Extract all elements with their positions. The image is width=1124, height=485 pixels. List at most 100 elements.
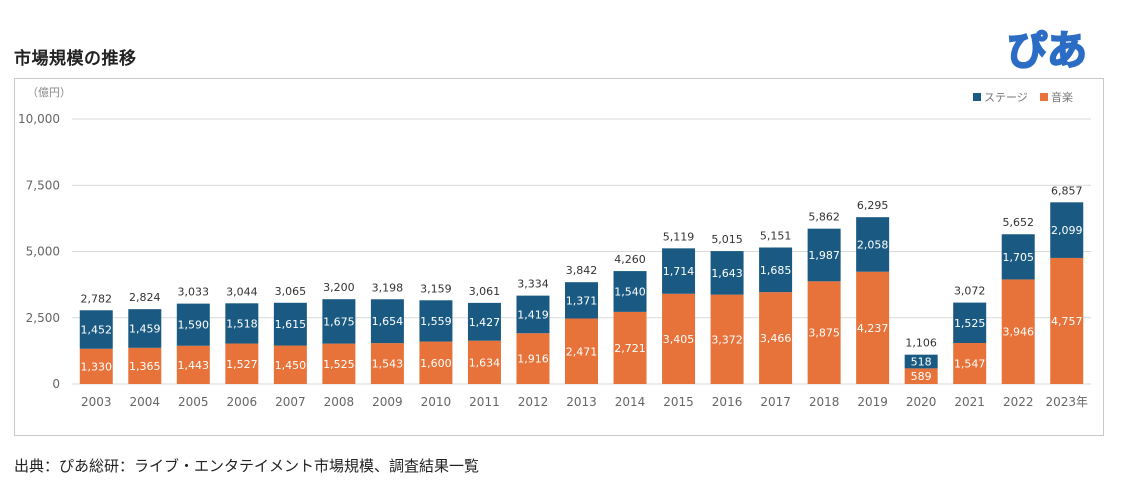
music-value-label: 3,946 (1002, 326, 1034, 339)
music-value-label: 1,600 (420, 357, 452, 370)
x-tick-label: 2017 (760, 395, 791, 409)
bar-stage (662, 248, 696, 294)
music-value-label: 1,330 (81, 360, 113, 373)
bar-music (273, 345, 307, 384)
stage-value-label: 1,459 (129, 322, 161, 335)
music-value-label: 1,543 (372, 358, 404, 371)
x-tick-label: 2015 (663, 395, 694, 409)
bar-music (710, 294, 744, 384)
total-value-label: 3,033 (178, 286, 210, 299)
x-tick-label: 2003 (81, 395, 112, 409)
bar-stage (273, 302, 307, 346)
stage-value-label: 1,590 (178, 319, 210, 332)
stage-value-label: 1,452 (81, 324, 113, 337)
music-value-label: 3,405 (663, 333, 695, 346)
total-value-label: 3,044 (226, 285, 258, 298)
music-value-label: 1,525 (323, 358, 355, 371)
total-value-label: 2,824 (129, 291, 161, 304)
bar-music (419, 341, 453, 384)
x-tick-label: 2014 (615, 395, 646, 409)
total-value-label: 3,198 (372, 281, 404, 294)
labels: 1,330 1,452 2,782 1,365 1,459 2,824 1,443 1,590… (81, 184, 1083, 383)
x-tick-label: 2004 (130, 395, 161, 409)
stage-value-label: 1,419 (517, 308, 549, 321)
bar-stage (710, 251, 744, 295)
bar-stage (953, 302, 987, 344)
total-value-label: 6,857 (1051, 184, 1083, 197)
music-value-label: 1,547 (954, 358, 986, 371)
bar-stage (467, 302, 501, 341)
bar-music (79, 348, 113, 384)
bar-stage (807, 228, 841, 282)
music-value-label: 1,443 (178, 359, 210, 372)
y-tick-label: 0 (52, 377, 60, 391)
logo-text: ぴあ (1007, 28, 1087, 74)
stage-value-label: 1,987 (808, 249, 840, 262)
bar-music (370, 343, 404, 384)
stage-value-label: 1,615 (275, 318, 307, 331)
bar-music (1050, 257, 1084, 384)
source-note: 出典：ぴあ総研：ライブ・エンタテイメント市場規模、調査結果一覧 (14, 457, 480, 475)
bar-music (467, 340, 501, 384)
bar-stage (1050, 202, 1084, 258)
x-tick-label: 2013 (566, 395, 597, 409)
axes: 0 2,500 5,000 7,500 10,000 （億円） 2003 2004 2005 20… (18, 86, 1088, 409)
chart-frame: 1,330 1,452 2,782 1,365 1,459 2,824 1,443 1,590… (14, 78, 1104, 436)
stacked-bar-chart: 1,330 1,452 2,782 1,365 1,459 2,824 1,443 1,590… (18, 86, 1091, 409)
total-value-label: 5,862 (808, 211, 840, 224)
music-value-label: 1,916 (517, 353, 549, 366)
x-tick-label: 2018 (809, 395, 840, 409)
legend-swatch (1040, 93, 1048, 101)
bar-stage (565, 282, 598, 319)
music-value-label: 2,471 (566, 345, 598, 358)
x-tick-label: 2016 (712, 395, 743, 409)
bar-stage (128, 309, 162, 348)
music-value-label: 3,372 (711, 333, 743, 346)
total-value-label: 3,065 (275, 285, 307, 298)
bar-stage (516, 295, 550, 334)
pia-logo: ぴあ (1006, 27, 1088, 75)
stage-value-label: 1,675 (323, 315, 355, 328)
music-value-label: 3,466 (760, 332, 792, 345)
bar-music (128, 347, 162, 384)
bars (79, 202, 1084, 384)
music-value-label: 1,634 (469, 356, 501, 369)
x-tick-label: 2010 (421, 395, 452, 409)
chart-title: 市場規模の推移 (14, 49, 137, 69)
bar-stage (176, 303, 210, 346)
bar-music (953, 343, 987, 384)
stage-value-label: 1,643 (711, 267, 743, 280)
x-tick-label: 2006 (227, 395, 258, 409)
bar-stage (419, 300, 453, 342)
total-value-label: 3,061 (469, 285, 501, 298)
stage-value-label: 2,099 (1051, 224, 1083, 237)
bar-music (856, 271, 890, 384)
music-value-label: 2,721 (614, 342, 646, 355)
bar-stage (322, 299, 356, 344)
x-tick-label: 2008 (324, 395, 355, 409)
bar-music (759, 292, 793, 384)
bar-stage (856, 217, 890, 272)
total-value-label: 6,295 (857, 199, 889, 212)
music-value-label: 3,875 (808, 327, 840, 340)
legend-swatch (973, 93, 981, 101)
x-tick-label: 2011 (469, 395, 500, 409)
legend: ステージ 音楽 (973, 90, 1073, 104)
x-tick-label: 2021 (954, 395, 985, 409)
y-tick-label: 2,500 (26, 311, 60, 325)
stage-value-label: 1,714 (663, 265, 695, 278)
bar-music (807, 281, 841, 384)
bar-music (1001, 279, 1035, 384)
bar-music (613, 311, 647, 384)
music-value-label: 589 (911, 370, 932, 383)
total-value-label: 1,106 (905, 337, 937, 350)
bar-stage (904, 354, 938, 369)
bar-music (662, 293, 696, 384)
x-tick-label: 2007 (275, 395, 306, 409)
bar-stage (79, 310, 113, 349)
stage-value-label: 1,540 (614, 285, 646, 298)
y-tick-label: 7,500 (26, 178, 60, 192)
x-tick-label: 2009 (372, 395, 403, 409)
bar-music (516, 333, 550, 384)
total-value-label: 5,652 (1002, 216, 1034, 229)
